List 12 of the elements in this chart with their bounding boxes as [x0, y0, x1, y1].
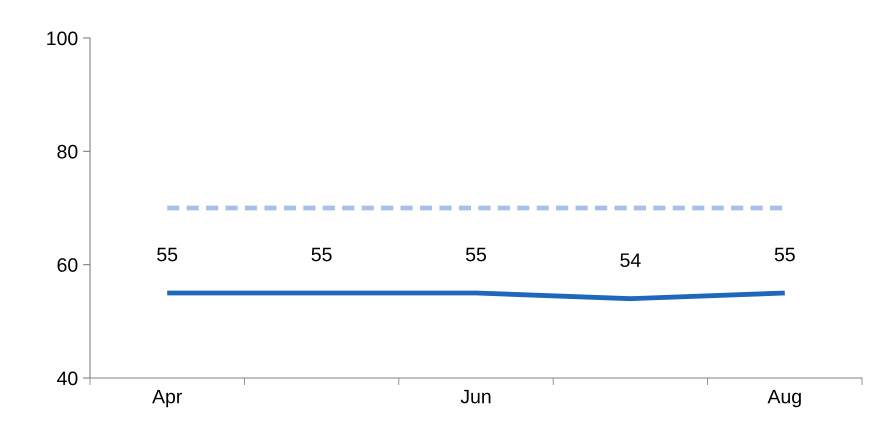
y-tick-label: 80 — [57, 144, 78, 159]
data-label: 55 — [157, 248, 178, 262]
data-label: 54 — [620, 253, 641, 268]
x-tick-label: Apr — [152, 390, 182, 408]
data-label: 55 — [312, 248, 332, 262]
data-label: 55 — [466, 248, 486, 262]
data-label: 55 — [774, 248, 795, 262]
x-tick-label: Jun — [460, 390, 490, 404]
y-tick-label: 100 — [47, 31, 78, 46]
x-tick-label: Aug — [768, 390, 801, 408]
y-tick-label: 40 — [57, 371, 78, 386]
y-tick-label: 60 — [58, 258, 78, 272]
